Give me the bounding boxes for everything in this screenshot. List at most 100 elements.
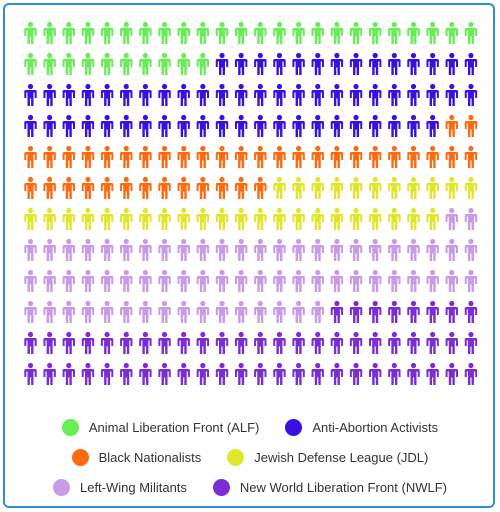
person-icon-nwlf [407,300,420,323]
person-icon-anti-abortion [330,114,344,137]
person-icon-black-nationalists [43,145,56,168]
person-icon-left-wing [292,238,305,261]
person-icon-nwlf [407,331,420,354]
person-icon-alf [139,21,152,44]
person-icon-nwlf [388,331,401,354]
person-icon-nwlf [273,331,286,354]
person-icon-anti-abortion [369,52,382,75]
person-icon-jdl [388,176,401,199]
person-icon-black-nationalists [177,145,190,168]
person-icon-nwlf [81,362,95,385]
legend-item-alf[interactable]: Animal Liberation Front (ALF) [61,419,259,436]
person-icon-nwlf [120,331,133,354]
person-icon-black-nationalists [158,145,171,168]
person-icon-black-nationalists [139,176,152,199]
person-icon-anti-abortion [273,83,286,106]
person-icon-anti-abortion [234,114,248,137]
person-icon-anti-abortion [426,52,439,75]
person-icon-anti-abortion [292,83,305,106]
person-icon-left-wing [177,300,190,323]
person-icon-nwlf [369,331,382,354]
person-icon-nwlf [349,331,363,354]
person-icon-alf [43,21,56,44]
person-icon-nwlf [139,362,152,385]
person-icon-left-wing [139,238,152,261]
person-icon-alf [349,21,363,44]
person-icon-black-nationalists [62,176,75,199]
person-icon-left-wing [407,238,420,261]
person-icon-nwlf [292,362,305,385]
legend-label-left-wing: Left-Wing Militants [79,480,187,495]
person-icon-left-wing [464,238,478,261]
person-icon-anti-abortion [177,114,190,137]
person-icon-anti-abortion [81,114,95,137]
person-icon-left-wing [43,269,56,292]
person-icon-left-wing [349,269,363,292]
person-icon-alf [292,21,305,44]
person-icon-left-wing [369,238,382,261]
person-icon-nwlf [254,362,267,385]
person-icon-alf [81,52,95,75]
person-icon-nwlf [464,300,478,323]
person-icon-anti-abortion [254,83,267,106]
legend-swatch-alf [61,419,79,436]
person-icon-left-wing [43,238,56,261]
person-icon-left-wing [24,238,37,261]
person-icon-left-wing [62,300,75,323]
person-icon-anti-abortion [273,114,286,137]
person-icon-anti-abortion [292,52,305,75]
legend-item-black-nationalists[interactable]: Black Nationalists [71,449,201,466]
person-icon-left-wing [254,269,267,292]
person-icon-anti-abortion [388,114,401,137]
person-icon-nwlf [388,362,401,385]
person-icon-left-wing [388,238,401,261]
person-icon-alf [311,21,324,44]
person-icon-black-nationalists [407,145,420,168]
person-icon-jdl [349,176,363,199]
person-icon-nwlf [43,331,56,354]
person-icon-black-nationalists [426,145,439,168]
person-icon-nwlf [464,331,478,354]
person-icon-jdl [445,176,458,199]
person-icon-jdl [369,176,382,199]
person-icon-black-nationalists [445,114,458,137]
person-icon-nwlf [273,362,286,385]
legend-item-jdl[interactable]: Jewish Defense League (JDL) [227,449,428,466]
person-icon-left-wing [177,269,190,292]
person-icon-jdl [292,207,305,230]
person-icon-black-nationalists [349,145,363,168]
person-icon-left-wing [330,238,344,261]
person-icon-anti-abortion [273,52,286,75]
person-icon-alf [254,21,267,44]
person-icon-jdl [311,207,324,230]
person-icon-anti-abortion [215,83,229,106]
legend-item-anti-abortion[interactable]: Anti-Abortion Activists [285,419,438,436]
person-icon-nwlf [311,362,324,385]
person-icon-left-wing [43,300,56,323]
person-icon-black-nationalists [24,145,37,168]
person-icon-black-nationalists [311,145,324,168]
person-icon-jdl [100,207,114,230]
person-icon-left-wing [24,300,37,323]
legend-swatch-jdl [227,449,245,466]
person-icon-anti-abortion [407,52,420,75]
legend-row-3: Left-Wing Militants New World Liberation… [0,479,500,496]
person-icon-left-wing [139,269,152,292]
person-icon-left-wing [407,269,420,292]
person-icon-anti-abortion [100,83,114,106]
person-icon-alf [330,21,344,44]
person-icon-nwlf [24,331,37,354]
person-icon-anti-abortion [215,52,229,75]
person-icon-nwlf [215,331,229,354]
person-icon-left-wing [215,300,229,323]
person-icon-nwlf [24,362,37,385]
legend-swatch-black-nationalists [71,449,89,466]
person-icon-black-nationalists [100,176,114,199]
person-icon-left-wing [445,238,458,261]
legend-item-nwlf[interactable]: New World Liberation Front (NWLF) [212,479,447,496]
person-icon-anti-abortion [407,83,420,106]
person-icon-anti-abortion [158,114,171,137]
person-icon-jdl [24,207,37,230]
person-icon-black-nationalists [43,176,56,199]
legend-item-left-wing[interactable]: Left-Wing Militants [52,479,187,496]
